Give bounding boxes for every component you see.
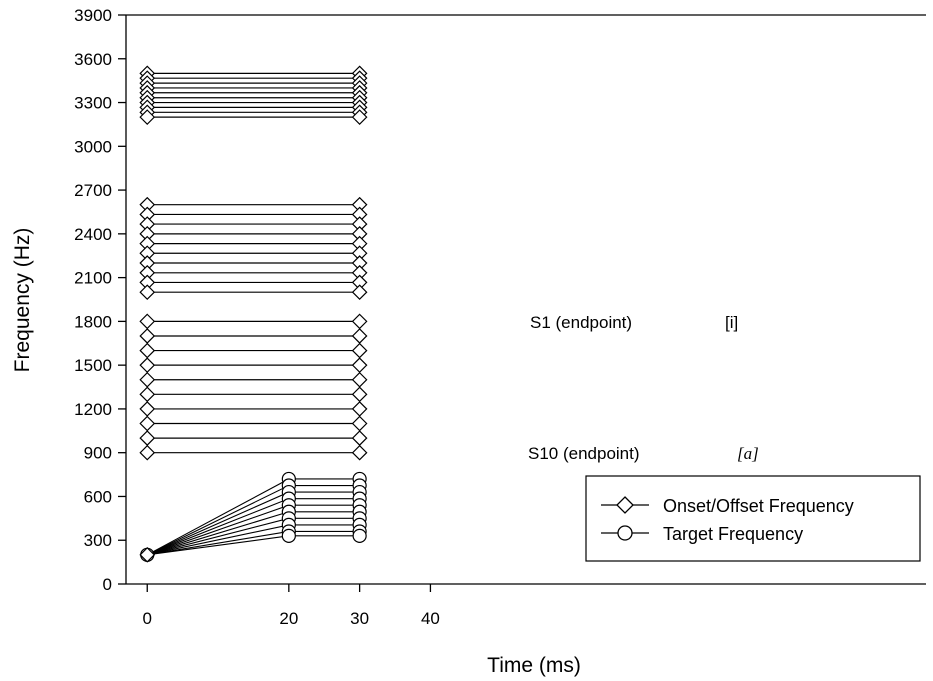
f2-offset-point: [351, 401, 368, 417]
y-tick-label: 3000: [74, 137, 112, 156]
f1-offset-point: [352, 528, 367, 543]
legend-label-target: Target Frequency: [663, 524, 803, 544]
f1-target-point: [281, 528, 296, 543]
annotations: S1 (endpoint) [i] S10 (endpoint) [a]: [528, 313, 759, 463]
y-tick-label: 2700: [74, 181, 112, 200]
series-layer: [139, 65, 368, 563]
x-tick-label: 0: [143, 609, 152, 628]
f2-onset-point: [139, 328, 156, 344]
y-tick-label: 0: [103, 575, 112, 594]
legend-box: [585, 475, 921, 562]
f3-onset-point: [139, 284, 156, 301]
annotation-s10-label: S10 (endpoint): [528, 444, 640, 463]
y-tick-label: 2400: [74, 225, 112, 244]
y-axis-label: Frequency (Hz): [11, 228, 34, 373]
y-axis-ticks: 0 300 600 900 1200 1500 1800 2100 2400 2700 3000 33…: [74, 6, 126, 594]
f2-onset-point: [139, 386, 156, 403]
y-tick-label: 300: [84, 531, 112, 550]
annotation-s1-symbol: [i]: [725, 313, 738, 332]
x-tick-label: 30: [350, 609, 369, 628]
y-tick-label: 2100: [74, 269, 112, 288]
f2-offset-point: [351, 313, 368, 330]
f2-onset-point: [139, 313, 156, 330]
f2-onset-point: [139, 371, 156, 388]
f2-offset-point: [351, 342, 368, 359]
f1-onset-point: [139, 546, 156, 563]
annotation-s10-symbol: [a]: [737, 444, 759, 463]
f2-onset-point: [139, 342, 156, 359]
y-tick-label: 1200: [74, 400, 112, 419]
f2-offset-point: [351, 371, 368, 388]
x-axis-label: Time (ms): [487, 654, 581, 677]
axes: [125, 14, 926, 585]
f2-offset-point: [351, 386, 368, 403]
f4-offset-point: [351, 109, 368, 125]
f2-offset-point: [351, 328, 368, 344]
f2-onset-point: [139, 401, 156, 417]
f2-offset-point: [351, 415, 368, 432]
y-tick-label: 1800: [74, 312, 112, 331]
legend-label-onset: Onset/Offset Frequency: [663, 496, 854, 516]
f1-series-line: [146, 484, 360, 556]
f2-onset-point: [139, 430, 156, 446]
f2-offset-point: [351, 444, 368, 461]
f2-onset-point: [139, 357, 156, 374]
x-axis-ticks: 0 20 30 40: [143, 584, 440, 628]
y-tick-label: 1500: [74, 356, 112, 375]
x-tick-label: 20: [279, 609, 298, 628]
legend-circle-marker: [617, 525, 633, 541]
f3-offset-point: [351, 284, 368, 301]
f2-offset-point: [351, 357, 368, 374]
y-tick-label: 900: [84, 444, 112, 463]
f4-onset-point: [139, 109, 156, 125]
y-tick-label: 3600: [74, 50, 112, 69]
f2-onset-point: [139, 415, 156, 432]
x-tick-label: 40: [421, 609, 440, 628]
f2-onset-point: [139, 444, 156, 461]
y-tick-label: 3900: [74, 6, 112, 25]
annotation-s1-label: S1 (endpoint): [530, 313, 632, 332]
y-tick-label: 3300: [74, 94, 112, 113]
legend: Onset/Offset Frequency Target Frequency: [585, 475, 921, 562]
y-tick-label: 600: [84, 487, 112, 506]
legend-diamond-marker: [616, 496, 634, 514]
f2-offset-point: [351, 430, 368, 446]
